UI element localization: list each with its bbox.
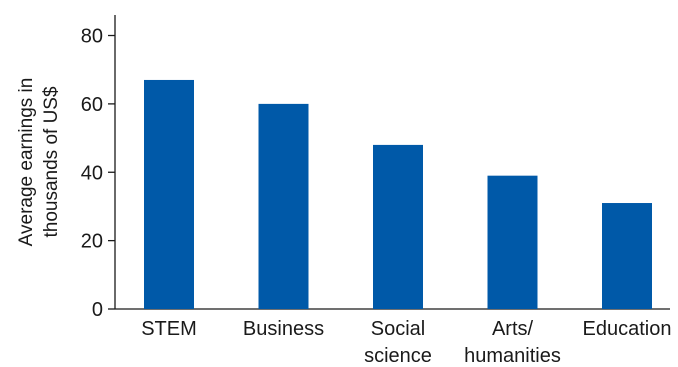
x-tick-label: Business <box>243 318 324 340</box>
x-tick-label: Education <box>583 318 672 340</box>
y-axis-label-line: Average earnings in <box>16 78 37 247</box>
bar <box>373 144 423 309</box>
x-tick-label-line: science <box>364 345 432 367</box>
x-tick-label: Social science <box>364 318 432 367</box>
x-tick-label: STEM <box>141 318 197 340</box>
bar <box>602 203 652 309</box>
x-tick-label-line: Social <box>371 318 425 340</box>
y-axis-label: Average earnings in thousands of US$ <box>16 78 62 247</box>
bars <box>144 79 652 309</box>
y-tick-label: 20 <box>81 231 103 253</box>
y-axis-title: Average earnings in thousands of US$ <box>16 78 62 247</box>
bar <box>487 175 538 309</box>
x-tick-label-line: STEM <box>141 318 197 340</box>
bar <box>144 79 194 309</box>
x-tick-label-line: Arts/ <box>492 318 534 340</box>
bar <box>258 103 309 309</box>
x-tick-label: Arts/humanities <box>464 318 561 367</box>
y-tick-label: 40 <box>81 162 103 184</box>
y-axis-label-line: thousands of US$ <box>41 86 62 237</box>
category-labels: STEM Business Social science Arts/humanities… <box>141 318 671 367</box>
y-tick-label: 80 <box>81 26 103 48</box>
x-tick-label-line: humanities <box>464 345 561 367</box>
x-tick-label-line: Education <box>583 318 672 340</box>
y-tick-label: 60 <box>81 94 103 116</box>
y-tick-label: 0 <box>92 299 103 321</box>
y-axis: 0 20 40 60 80 <box>81 15 116 321</box>
x-tick-label-line: Business <box>243 318 324 340</box>
